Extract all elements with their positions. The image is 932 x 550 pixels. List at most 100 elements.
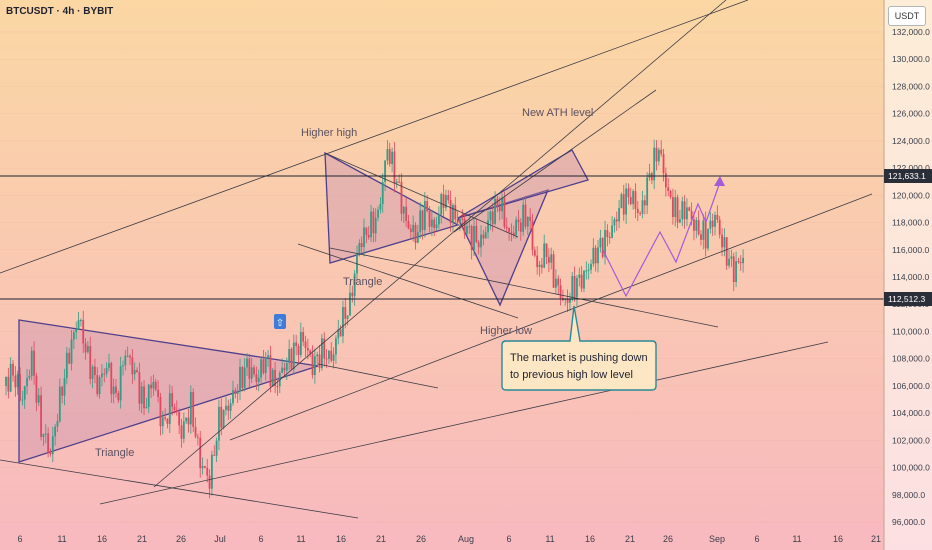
- candle-body: [262, 359, 265, 374]
- candle-body: [379, 204, 382, 210]
- candle-body: [218, 406, 220, 441]
- candle-body: [199, 437, 202, 469]
- candle-body: [313, 356, 316, 376]
- candle-body: [26, 377, 28, 387]
- candle-body: [688, 207, 691, 211]
- candle-body: [271, 369, 274, 387]
- candle-body: [164, 417, 167, 419]
- candle-body: [384, 160, 386, 183]
- candle-body: [669, 191, 672, 198]
- candle-body: [173, 406, 176, 410]
- candle-body: [721, 234, 723, 248]
- price-tick-label: 104,000.0: [892, 408, 930, 418]
- annotation-labels: Higher high New ATH level Triangle Triangle…: [95, 107, 657, 459]
- candle-body: [730, 256, 733, 259]
- candle-body: [84, 343, 87, 353]
- candle-body: [290, 348, 293, 370]
- candle-body: [72, 332, 75, 340]
- candle-body: [227, 405, 230, 411]
- candle-body: [117, 393, 120, 401]
- candle-body: [187, 417, 190, 425]
- trend-line-declining-lower: [0, 459, 359, 519]
- trend-channel-middle: [229, 193, 873, 441]
- candle-body: [23, 386, 26, 400]
- candle-body: [126, 355, 129, 357]
- candle-body: [351, 292, 354, 297]
- candle-body: [178, 412, 181, 426]
- candle-body: [213, 454, 216, 456]
- candle-body: [14, 375, 17, 388]
- candle-body: [222, 409, 225, 428]
- candle-body: [508, 228, 510, 232]
- trend-lines: [0, 0, 884, 519]
- candle-body: [82, 320, 85, 344]
- candle-body: [239, 367, 241, 392]
- candle-body: [419, 210, 422, 233]
- candle-body: [709, 220, 712, 229]
- candle-body: [573, 276, 576, 298]
- candle-body: [728, 258, 730, 266]
- candle-body: [337, 329, 340, 339]
- time-tick-label: Sep: [709, 534, 725, 544]
- price-tick-label: 126,000.0: [892, 109, 930, 119]
- candle-body: [56, 421, 59, 427]
- triangle-pattern-left: [18, 319, 319, 463]
- candle-body: [737, 261, 740, 263]
- candle-body: [44, 433, 47, 435]
- candle-body: [664, 173, 667, 188]
- candle-body: [674, 197, 677, 218]
- candle-body: [580, 274, 583, 289]
- time-tick-label: 16: [336, 534, 346, 544]
- price-tick-label: 128,000.0: [892, 81, 930, 91]
- candle-body: [7, 376, 10, 392]
- time-tick-label: 11: [296, 534, 305, 544]
- candle-body: [449, 200, 452, 223]
- candle-body: [540, 264, 543, 268]
- candle-body: [201, 466, 204, 469]
- candle-body: [454, 205, 457, 220]
- candle-body: [30, 350, 33, 376]
- candle-body: [94, 366, 96, 376]
- candle-body: [295, 342, 298, 347]
- candle-body: [274, 369, 276, 387]
- time-tick-label: 21: [137, 534, 147, 544]
- candle-body: [143, 386, 145, 409]
- candle-body: [98, 377, 101, 395]
- candle-body: [365, 227, 368, 236]
- time-tick-label: 16: [97, 534, 107, 544]
- candle-body: [35, 375, 38, 403]
- candle-body: [51, 436, 54, 455]
- candle-body: [662, 153, 665, 174]
- candle-body: [386, 149, 389, 161]
- trend-line-resistance-segment: [324, 152, 519, 238]
- time-axis[interactable]: 6 11 16 21 26 Jul 6 11 16 21 26 Aug 6 11 16 21 26 Sep 6 11 1…: [17, 534, 881, 544]
- candle-body: [65, 352, 68, 379]
- candle-body: [342, 307, 344, 337]
- candle-body: [105, 367, 108, 374]
- candle-body: [328, 350, 330, 359]
- candle-body: [636, 208, 639, 214]
- candle-body: [346, 315, 349, 319]
- candle-body: [302, 331, 305, 342]
- candle-body: [428, 210, 431, 227]
- candle-body: [672, 197, 674, 218]
- candle-body: [253, 367, 255, 375]
- candle-body: [110, 363, 113, 395]
- candle-body: [299, 331, 302, 356]
- candle-body: [232, 390, 234, 404]
- candle-body: [634, 191, 637, 209]
- candle-body: [716, 214, 719, 220]
- candle-body: [316, 354, 319, 357]
- time-tick-label: 21: [871, 534, 881, 544]
- candle-body: [147, 384, 150, 407]
- price-axis[interactable]: 96,000.0 98,000.0 100,000.0 102,000.0 104,00…: [883, 0, 932, 550]
- candle-body: [248, 358, 251, 379]
- candle-body: [545, 243, 548, 258]
- price-level-tag: [884, 292, 932, 306]
- candle-body: [281, 367, 284, 373]
- candle-body: [536, 255, 539, 268]
- currency-button[interactable]: USDT: [888, 6, 926, 26]
- trend-line-rising-steep: [153, 0, 727, 488]
- candle-body: [391, 151, 393, 165]
